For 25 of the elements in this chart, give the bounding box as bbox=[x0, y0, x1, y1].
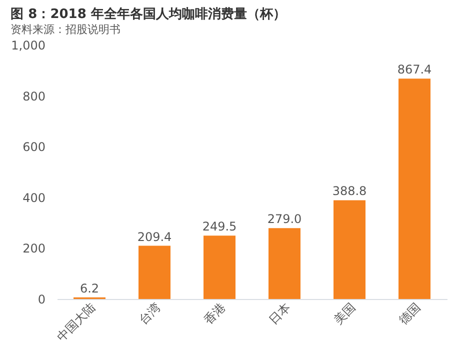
bar bbox=[204, 236, 236, 299]
chart-title: 图 8：2018 年全年各国人均咖啡消费量（杯） bbox=[10, 7, 286, 22]
y-tick-label: 800 bbox=[22, 89, 46, 104]
data-label: 6.2 bbox=[80, 281, 100, 296]
bar bbox=[268, 228, 300, 299]
data-label: 388.8 bbox=[332, 184, 367, 198]
bar bbox=[138, 246, 170, 299]
bar bbox=[398, 78, 430, 299]
x-tick-label: 中国大陆 bbox=[54, 300, 98, 344]
bar bbox=[334, 200, 366, 299]
y-tick-label: 0 bbox=[38, 292, 46, 306]
x-tick-label: 日本 bbox=[266, 300, 293, 327]
data-label: 209.4 bbox=[137, 230, 172, 244]
text: 资料来源：招股说明书 bbox=[10, 23, 121, 36]
y-tick-label: 200 bbox=[22, 242, 46, 256]
y-tick-label: 400 bbox=[22, 190, 46, 205]
x-tick-label: 台湾 bbox=[136, 300, 163, 327]
data-label: 279.0 bbox=[267, 212, 302, 226]
x-tick-label: 香港 bbox=[201, 300, 228, 327]
data-label: 867.4 bbox=[397, 62, 432, 77]
x-tick-label: 美国 bbox=[331, 300, 358, 327]
y-tick-label: 600 bbox=[22, 140, 46, 154]
y-tick-label: 1,000 bbox=[11, 38, 46, 52]
data-label: 249.5 bbox=[202, 220, 237, 234]
x-tick-label: 德国 bbox=[396, 300, 423, 327]
